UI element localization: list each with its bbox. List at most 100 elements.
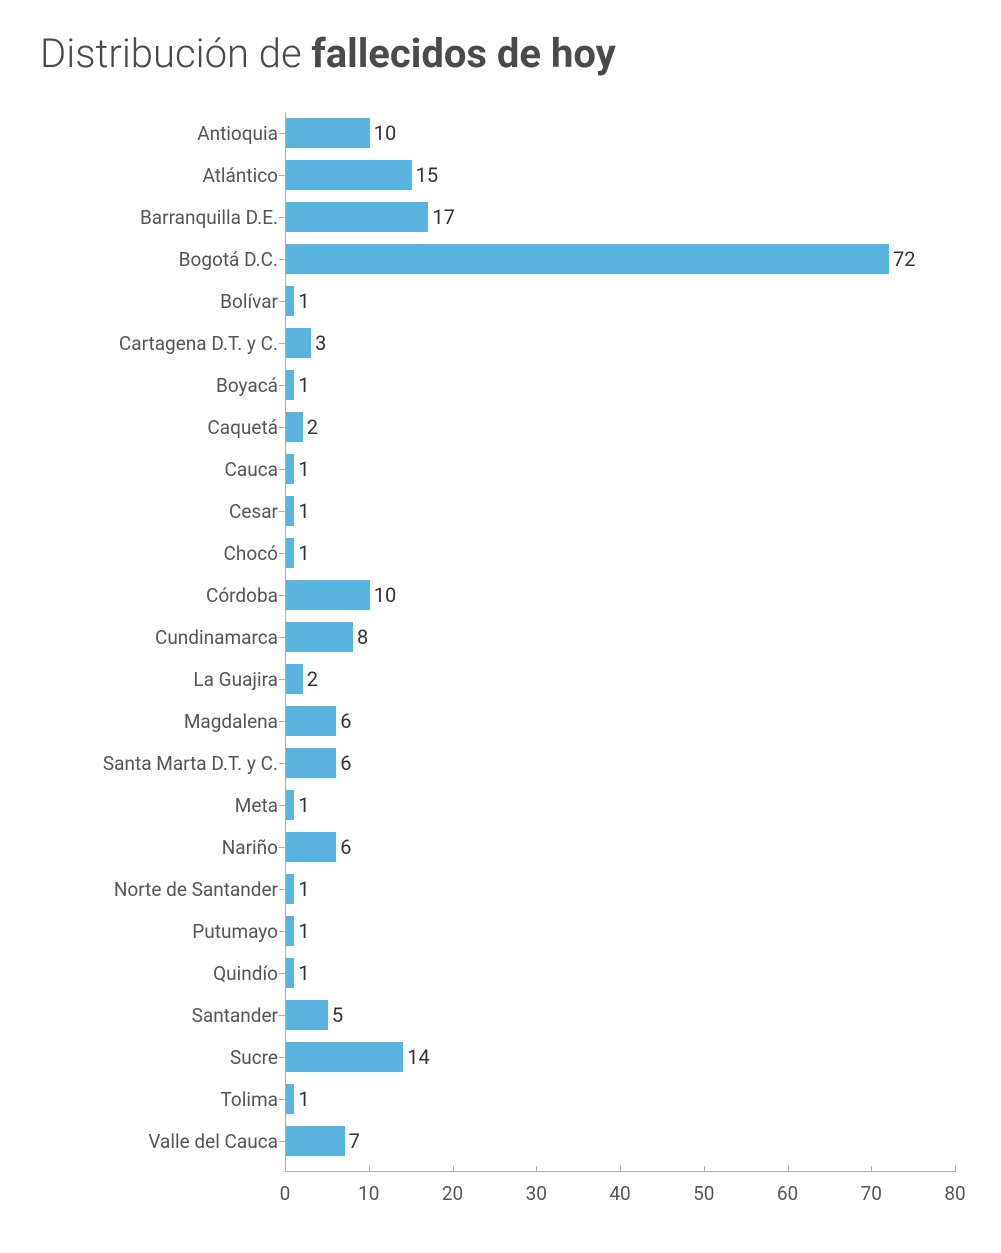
bar-label: Norte de Santander xyxy=(114,878,278,901)
y-tick-mark xyxy=(279,217,285,218)
bar xyxy=(286,1042,403,1072)
bar-value: 1 xyxy=(298,919,309,943)
bar xyxy=(286,958,294,988)
bar xyxy=(286,412,303,442)
title-bold: fallecidos de hoy xyxy=(311,30,615,77)
bar-value: 2 xyxy=(307,415,318,439)
bar xyxy=(286,496,294,526)
bar xyxy=(286,748,336,778)
bar-value: 17 xyxy=(432,205,454,229)
bar-label: Atlántico xyxy=(202,164,278,187)
x-tick-mark xyxy=(704,1166,705,1172)
y-tick-mark xyxy=(279,553,285,554)
y-tick-mark xyxy=(279,469,285,470)
bar-value: 1 xyxy=(298,877,309,901)
y-tick-mark xyxy=(279,1057,285,1058)
bar-label: Barranquilla D.E. xyxy=(140,206,278,229)
x-tick-mark xyxy=(955,1166,956,1172)
chart-container: Antioquia10Atlántico15Barranquilla D.E.1… xyxy=(40,112,960,1232)
bar xyxy=(286,664,303,694)
bar xyxy=(286,118,370,148)
bar-label: Chocó xyxy=(224,542,278,565)
x-tick-label: 40 xyxy=(609,1182,630,1205)
y-tick-mark xyxy=(279,343,285,344)
bar-value: 1 xyxy=(298,1087,309,1111)
y-tick-mark xyxy=(279,889,285,890)
bar-label: Bogotá D.C. xyxy=(179,248,278,271)
x-tick-label: 70 xyxy=(861,1182,882,1205)
bar-value: 2 xyxy=(307,667,318,691)
bar-value: 72 xyxy=(893,247,915,271)
x-tick-label: 30 xyxy=(526,1182,547,1205)
y-tick-mark xyxy=(279,679,285,680)
bar xyxy=(286,832,336,862)
bar xyxy=(286,370,294,400)
x-tick-mark xyxy=(536,1166,537,1172)
bar-label: Tolima xyxy=(221,1088,279,1111)
bar-value: 14 xyxy=(407,1045,429,1069)
bar-label: Cauca xyxy=(225,458,278,481)
bar-value: 5 xyxy=(332,1003,343,1027)
bar-label: Valle del Cauca xyxy=(148,1130,278,1153)
y-tick-mark xyxy=(279,847,285,848)
x-tick-mark xyxy=(871,1166,872,1172)
bar-label: Cartagena D.T. y C. xyxy=(119,332,278,355)
y-tick-mark xyxy=(279,175,285,176)
x-tick-label: 0 xyxy=(280,1182,291,1205)
y-tick-mark xyxy=(279,973,285,974)
bar xyxy=(286,202,428,232)
bar xyxy=(286,1084,294,1114)
bar-value: 1 xyxy=(298,499,309,523)
bar-value: 7 xyxy=(349,1129,360,1153)
bar xyxy=(286,622,353,652)
bar xyxy=(286,916,294,946)
y-tick-mark xyxy=(279,133,285,134)
bar-label: La Guajira xyxy=(193,668,278,691)
x-tick-mark xyxy=(453,1166,454,1172)
x-tick-mark xyxy=(285,1166,286,1172)
x-tick-label: 50 xyxy=(693,1182,714,1205)
bar-label: Boyacá xyxy=(216,374,278,397)
bar-label: Putumayo xyxy=(192,920,278,943)
bar-label: Antioquia xyxy=(197,122,278,145)
bar xyxy=(286,538,294,568)
y-tick-mark xyxy=(279,1015,285,1016)
bar xyxy=(286,1000,328,1030)
x-tick-mark xyxy=(788,1166,789,1172)
bar-value: 10 xyxy=(374,583,396,607)
y-tick-mark xyxy=(279,931,285,932)
bar-label: Caquetá xyxy=(207,416,278,439)
x-axis: 01020304050607080 xyxy=(285,1172,955,1212)
y-tick-mark xyxy=(279,763,285,764)
bar-value: 10 xyxy=(374,121,396,145)
y-tick-mark xyxy=(279,301,285,302)
bar-value: 1 xyxy=(298,793,309,817)
bar xyxy=(286,580,370,610)
bar xyxy=(286,160,412,190)
x-tick-label: 80 xyxy=(944,1182,965,1205)
bar-value: 6 xyxy=(340,709,351,733)
y-tick-mark xyxy=(279,721,285,722)
bar-label: Bolívar xyxy=(220,290,278,313)
bar-label: Quindío xyxy=(213,962,278,985)
title-prefix: Distribución de xyxy=(40,30,311,77)
bar xyxy=(286,706,336,736)
y-tick-mark xyxy=(279,259,285,260)
y-tick-mark xyxy=(279,637,285,638)
bar-label: Santa Marta D.T. y C. xyxy=(103,752,278,775)
x-tick-label: 60 xyxy=(777,1182,798,1205)
bar-value: 6 xyxy=(340,835,351,859)
y-tick-mark xyxy=(279,805,285,806)
x-tick-label: 10 xyxy=(358,1182,379,1205)
bar-value: 1 xyxy=(298,961,309,985)
bar-value: 8 xyxy=(357,625,368,649)
bar-label: Magdalena xyxy=(184,710,278,733)
bar xyxy=(286,244,889,274)
bar xyxy=(286,328,311,358)
x-tick-mark xyxy=(369,1166,370,1172)
y-tick-mark xyxy=(279,511,285,512)
chart-title: Distribución de fallecidos de hoy xyxy=(40,30,961,77)
bar-label: Sucre xyxy=(230,1046,278,1069)
y-tick-mark xyxy=(279,385,285,386)
bar-value: 1 xyxy=(298,289,309,313)
